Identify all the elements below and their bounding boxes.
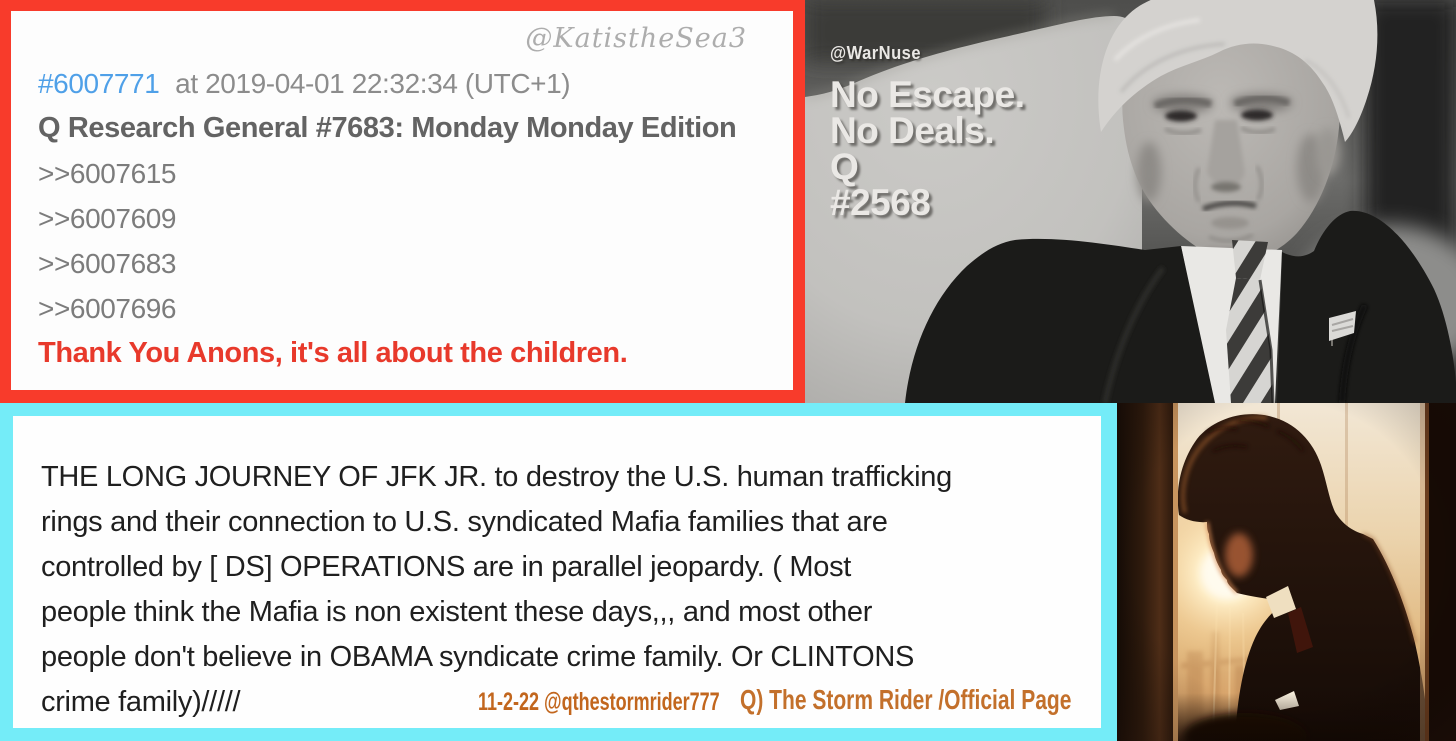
meme-text: No Escape. No Deals. Q #2568	[830, 74, 1025, 223]
jfk-jr-photo-sepia	[1117, 403, 1456, 741]
reply-link[interactable]: >>6007609	[38, 203, 177, 234]
q-post-panel: @KatistheSea3 #6007771 at 2019-04-01 22:…	[0, 0, 805, 403]
post-meta-line: #6007771 at 2019-04-01 22:32:34 (UTC+1)	[38, 61, 783, 106]
storm-text-line: rings and their connection to U.S. syndi…	[41, 506, 888, 538]
trump-meme-overlay: @WarNuse No Escape. No Deals. Q #2568	[830, 43, 1025, 223]
credit-page-name: Q) The Storm Rider /Official Page	[740, 684, 1072, 715]
storm-text-line: people think the Mafia is non existent t…	[41, 596, 873, 628]
flag-pin-icon	[1329, 311, 1356, 346]
meme-line: No Deals.	[830, 110, 995, 151]
reply-link[interactable]: >>6007615	[38, 158, 177, 189]
reply-link[interactable]: >>6007696	[38, 293, 177, 324]
reply-link[interactable]: >>6007683	[38, 248, 177, 279]
post-title: Q Research General #7683: Monday Monday …	[38, 112, 737, 144]
credit-date-handle: 11-2-22 @qthestormrider777	[478, 688, 720, 716]
storm-rider-text: THE LONG JOURNEY OF JFK JR. to destroy t…	[41, 455, 1116, 725]
storm-text-line: people don't believe in OBAMA syndicate …	[41, 641, 915, 673]
post-highlight-text: Thank You Anons, it's all about the chil…	[38, 337, 628, 369]
storm-text-line: controlled by [ DS] OPERATIONS are in pa…	[41, 551, 852, 583]
post-timestamp: at 2019-04-01 22:32:34 (UTC+1)	[175, 68, 571, 99]
storm-text-line: crime family)/////	[41, 686, 241, 718]
meme-line: Q	[830, 146, 859, 187]
storm-rider-card: THE LONG JOURNEY OF JFK JR. to destroy t…	[13, 416, 1101, 728]
storm-text-line: THE LONG JOURNEY OF JFK JR. to destroy t…	[41, 461, 952, 493]
trump-meme-image: @WarNuse No Escape. No Deals. Q #2568	[805, 0, 1456, 403]
meme-line: No Escape.	[830, 74, 1025, 115]
post-content: #6007771 at 2019-04-01 22:32:34 (UTC+1) …	[38, 61, 783, 376]
jfk-jr-image	[1117, 403, 1456, 741]
warnuse-watermark: @WarNuse	[830, 43, 921, 63]
q-post-card: @KatistheSea3 #6007771 at 2019-04-01 22:…	[11, 11, 793, 390]
post-id-link[interactable]: #6007771	[38, 68, 160, 99]
storm-rider-panel: THE LONG JOURNEY OF JFK JR. to destroy t…	[0, 403, 1117, 741]
trump-photo-bw	[805, 0, 1456, 403]
meme-line: #2568	[830, 182, 931, 223]
kat-watermark: @KatistheSea3	[525, 23, 747, 54]
